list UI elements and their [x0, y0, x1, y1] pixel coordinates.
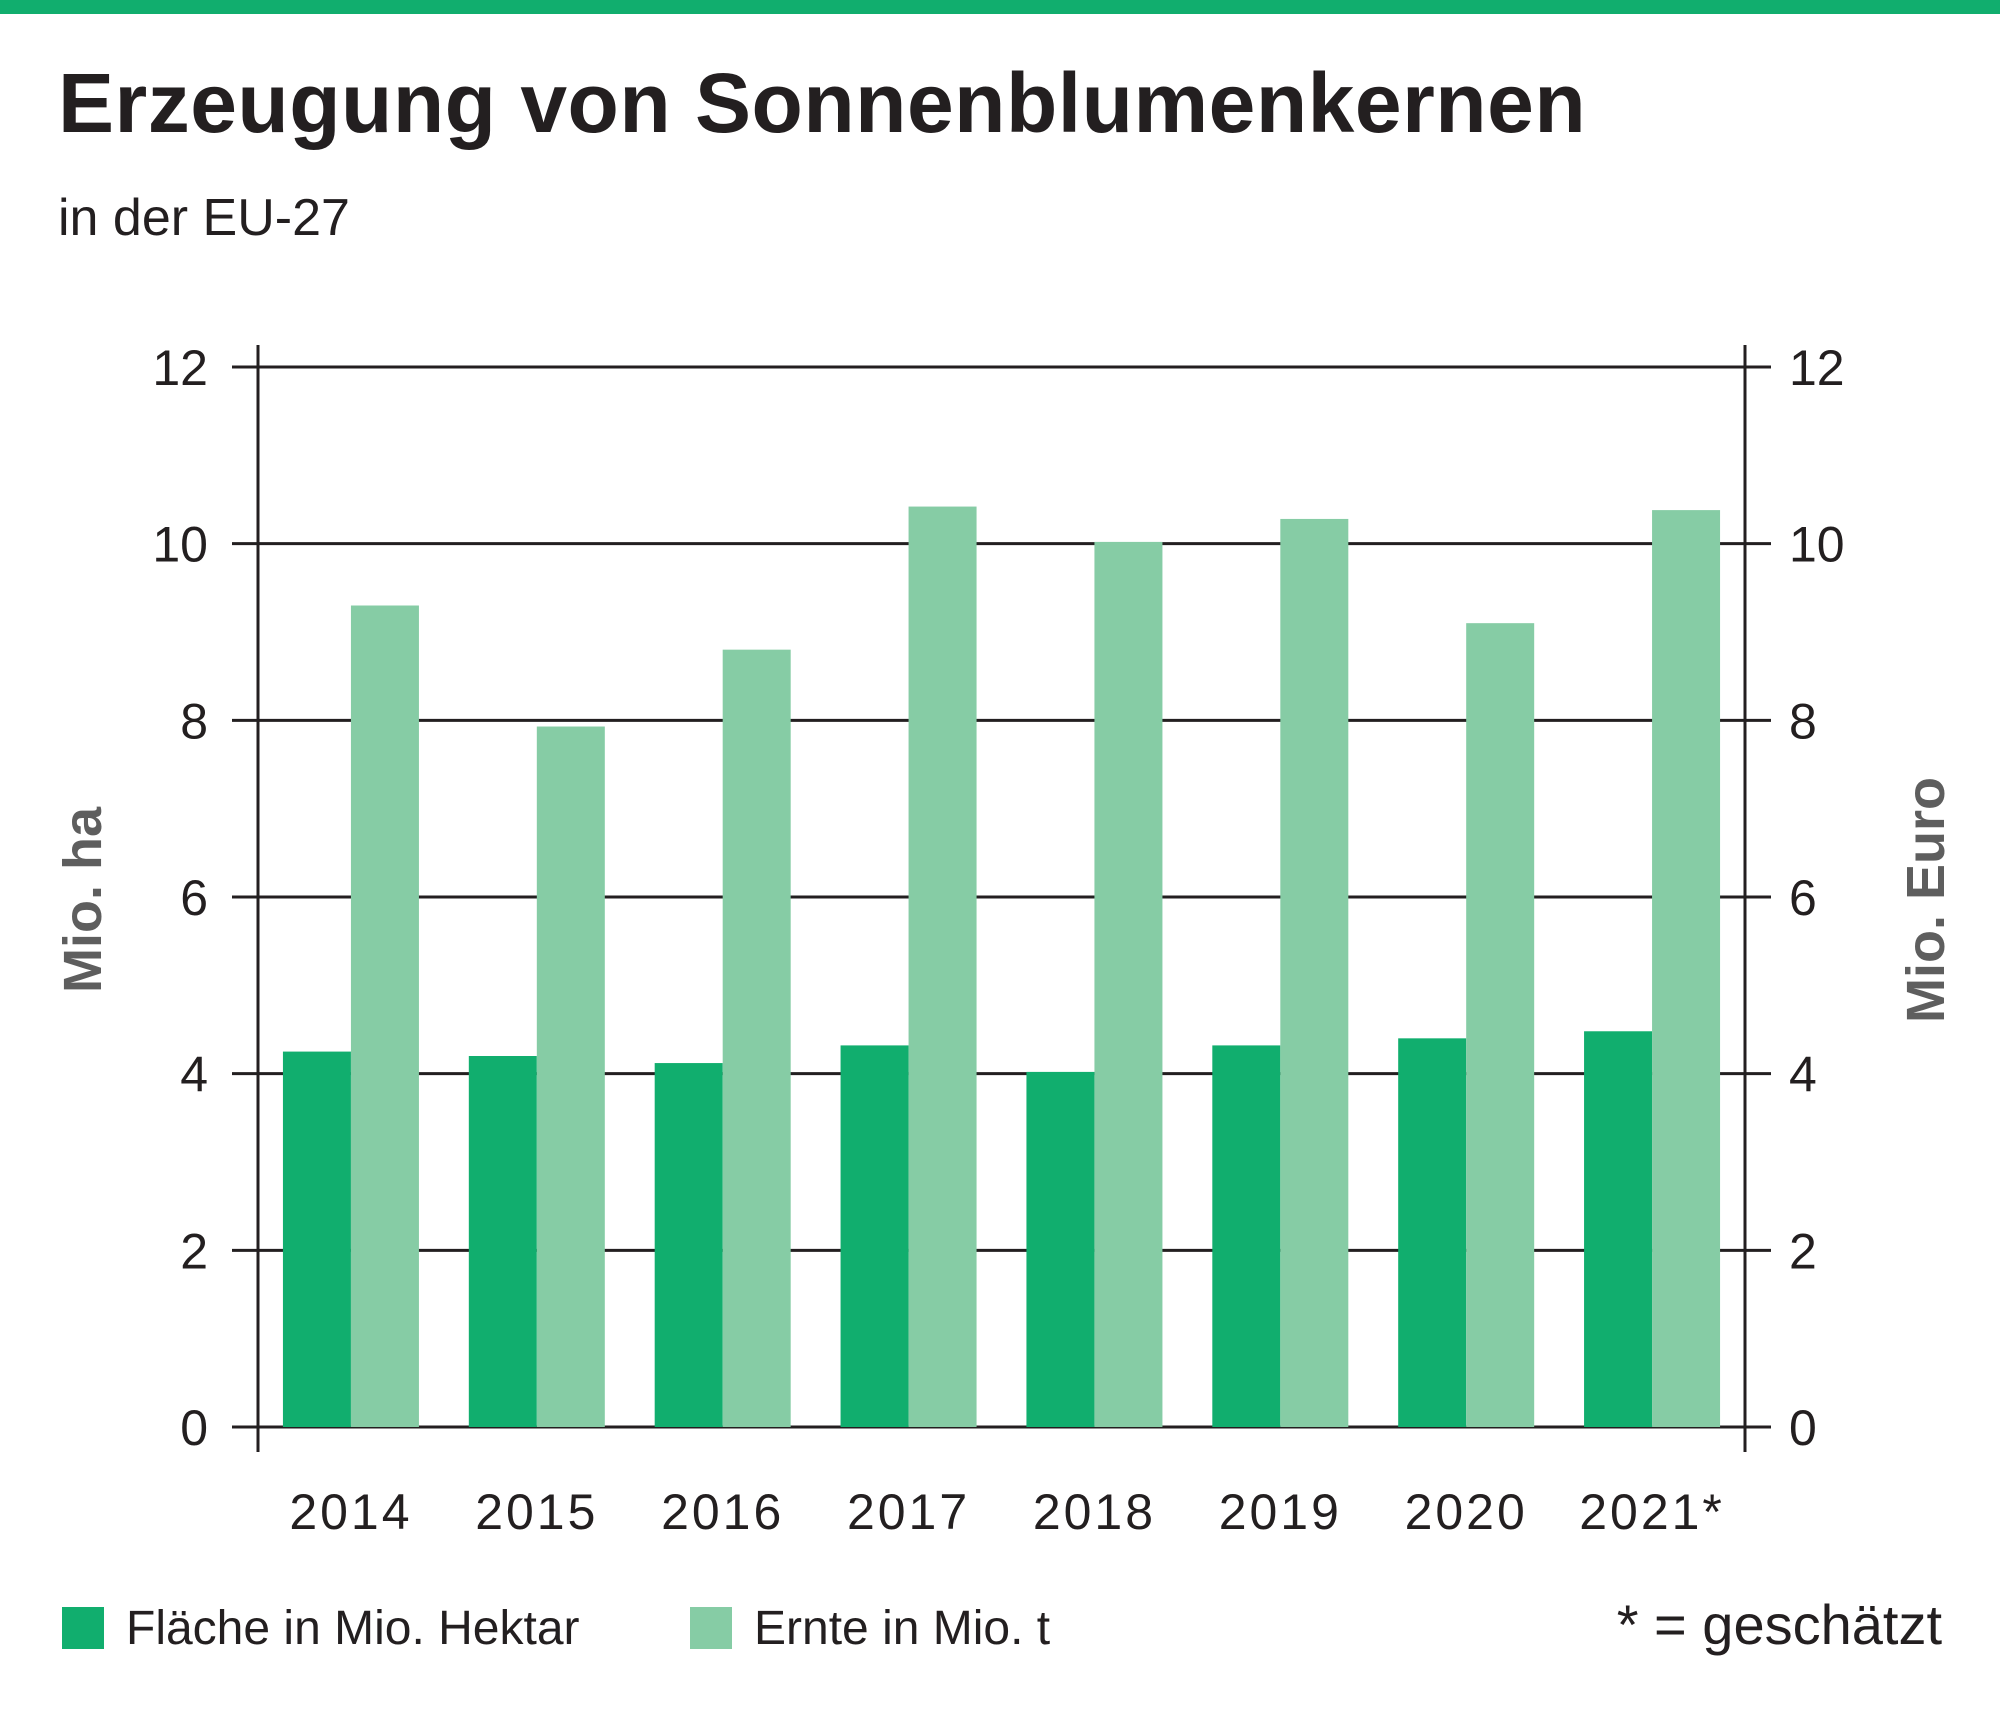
y-tick-label-right: 6 [1789, 870, 1817, 926]
y-tick-label-right: 12 [1789, 340, 1845, 396]
y-tick-label-left: 12 [152, 340, 208, 396]
bar-ernte [1466, 623, 1535, 1427]
top-accent-bar [0, 0, 2000, 14]
x-tick-label: 2020 [1405, 1484, 1528, 1540]
bar-flaeche [1212, 1045, 1281, 1427]
y-tick-label-left: 10 [152, 517, 208, 573]
bar-flaeche [282, 1051, 351, 1427]
y-tick-label-left: 6 [180, 870, 208, 926]
bar-ernte [536, 726, 605, 1427]
chart-subtitle: in der EU-27 [58, 189, 350, 247]
legend-item-flaeche: Fläche in Mio. Hektar [62, 1598, 580, 1658]
y-tick-label-right: 2 [1789, 1223, 1817, 1279]
bar-flaeche [1584, 1031, 1653, 1427]
x-tick-label: 2016 [661, 1484, 784, 1540]
y-axis-title-right: Mio. Euro [1896, 777, 1956, 1023]
y-tick-label-right: 10 [1789, 517, 1845, 573]
chart-title: Erzeugung von Sonnenblumenkernen [58, 56, 1587, 150]
legend-label-ernte: Ernte in Mio. t [754, 1601, 1051, 1655]
x-tick-label: 2017 [847, 1484, 970, 1540]
x-tick-label: 2021* [1579, 1484, 1725, 1540]
y-tick-label-left: 4 [180, 1047, 208, 1103]
bar-ernte [1094, 541, 1163, 1427]
legend-item-ernte: Ernte in Mio. t [690, 1598, 1050, 1658]
bar-flaeche [654, 1063, 723, 1427]
bar-ernte [1280, 518, 1349, 1427]
legend-swatch-flaeche [62, 1607, 104, 1649]
x-tick-label: 2018 [1033, 1484, 1156, 1540]
x-tick-label: 2015 [475, 1484, 598, 1540]
footnote-estimated: * = geschätzt [1616, 1593, 1942, 1656]
legend-label-flaeche: Fläche in Mio. Hektar [126, 1601, 580, 1655]
legend-swatch-ernte [690, 1607, 732, 1649]
x-tick-label: 2019 [1219, 1484, 1342, 1540]
bar-flaeche [1026, 1071, 1095, 1427]
x-tick-label: 2014 [289, 1484, 412, 1540]
y-tick-label-left: 0 [180, 1400, 208, 1456]
y-tick-label-right: 0 [1789, 1400, 1817, 1456]
y-axis-title-left: Mio. ha [53, 806, 113, 993]
bar-ernte [908, 506, 977, 1428]
bar-flaeche [840, 1045, 909, 1427]
bar-flaeche [1398, 1038, 1467, 1427]
y-tick-label-right: 8 [1789, 693, 1817, 749]
y-tick-label-left: 2 [180, 1223, 208, 1279]
bar-flaeche [468, 1056, 537, 1427]
bar-ernte [350, 605, 419, 1427]
y-tick-label-right: 4 [1789, 1047, 1817, 1103]
bar-ernte [722, 649, 791, 1427]
bar-ernte [1652, 510, 1721, 1428]
y-tick-label-left: 8 [180, 693, 208, 749]
